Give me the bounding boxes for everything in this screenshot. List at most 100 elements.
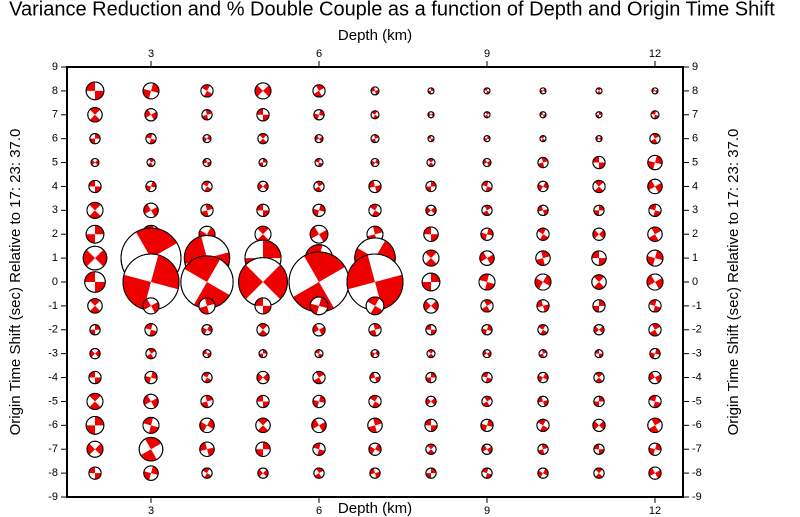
beachball-compression (648, 425, 659, 433)
beachball-compression (238, 264, 263, 300)
beachball (87, 298, 103, 314)
beachball (256, 108, 270, 122)
beachball-compression (319, 326, 326, 336)
beachball-compression (263, 264, 288, 300)
beachball-outline (425, 180, 437, 193)
beachball-outline (87, 107, 103, 123)
beachball-outline (426, 158, 436, 168)
y-tick-label-right: 3 (692, 204, 698, 216)
beachball-outline (199, 417, 215, 434)
beachball-outline (312, 394, 326, 409)
beachball-outline (313, 180, 325, 193)
beachball-compression (479, 251, 487, 262)
beachball (255, 417, 271, 434)
beachball (370, 86, 380, 96)
beachball-outline (537, 156, 549, 169)
y-tick-label-right: 5 (692, 156, 698, 168)
beachball-outline (144, 370, 158, 385)
beachball (202, 158, 212, 168)
beachball (536, 299, 550, 313)
beachball (309, 296, 329, 316)
beachball (199, 417, 215, 434)
beachball (256, 323, 270, 337)
beachball-compression (423, 227, 431, 235)
beachball-outline (593, 204, 605, 216)
beachball (480, 227, 494, 241)
beachball-compression (375, 159, 379, 165)
beachball-compression (422, 282, 431, 291)
beachball (479, 250, 495, 266)
beachball (425, 180, 437, 193)
beachball-outline (592, 418, 606, 432)
beachball (84, 271, 106, 293)
beachball (592, 299, 606, 313)
beachball-outline (481, 371, 493, 384)
beachball-compression (263, 158, 267, 163)
beachball-outline (370, 349, 380, 359)
beachball-outline (370, 110, 380, 120)
beachball-compression (313, 377, 323, 384)
beachball-outline (535, 250, 551, 266)
beachball (422, 249, 440, 267)
beachball (256, 370, 270, 385)
beachball-compression (483, 350, 487, 356)
beachball-outline (200, 394, 214, 409)
beachball (87, 107, 103, 123)
beachball-compression (144, 109, 151, 118)
beachball-compression (315, 84, 325, 91)
beachball-compression (425, 397, 431, 406)
beachball-outline (201, 324, 213, 336)
y-tick-label-right: -8 (692, 467, 702, 479)
beachball (423, 298, 439, 314)
beachball (143, 465, 159, 481)
beachball-outline (646, 273, 664, 291)
beachball-outline (537, 204, 549, 216)
x-axis-label-top: Depth (km) (338, 27, 412, 44)
beachball-outline (649, 348, 661, 360)
y-tick-label: -5 (48, 395, 58, 407)
beachball (370, 134, 380, 144)
beachball-compression (263, 349, 267, 354)
beachball-outline (480, 418, 494, 432)
beachball-compression (142, 298, 151, 310)
beachball (427, 111, 435, 119)
beachball-compression (483, 299, 493, 306)
beachball-compression (143, 395, 151, 406)
y-tick-label: 7 (52, 109, 58, 121)
beachball (202, 349, 212, 359)
beachball-compression (259, 162, 263, 167)
beachball (312, 84, 326, 98)
beachball-compression (89, 138, 95, 144)
y-tick-label-right: 2 (692, 228, 698, 240)
beachball (481, 443, 493, 455)
beachball-compression (537, 419, 547, 426)
beachball (89, 133, 101, 145)
beachball (312, 323, 326, 337)
beachball (85, 224, 105, 244)
beachball-outline (313, 467, 325, 479)
beachball-outline (481, 180, 493, 193)
beachball-outline (483, 87, 491, 95)
beachball (309, 224, 329, 244)
beachball-outline (312, 323, 326, 337)
beachball-outline (202, 349, 212, 359)
beachball-compression (592, 421, 599, 430)
beachball-outline (144, 108, 158, 122)
beachball (647, 154, 663, 171)
beachball-compression (425, 473, 431, 479)
beachball-outline (365, 296, 385, 316)
beachball-compression (370, 305, 383, 315)
beachball-compression (89, 401, 101, 410)
beachball (421, 272, 441, 292)
beachball-compression (431, 273, 440, 282)
beachball (369, 371, 381, 384)
beachball-compression (595, 349, 599, 354)
x-tick-label: 3 (148, 505, 154, 517)
beachball (592, 179, 606, 194)
beachball-outline (648, 442, 662, 456)
beachball-outline (145, 180, 157, 193)
beachball-compression (487, 351, 491, 358)
beachball-outline (595, 135, 603, 143)
beachball (143, 202, 159, 219)
beachball (649, 133, 661, 145)
